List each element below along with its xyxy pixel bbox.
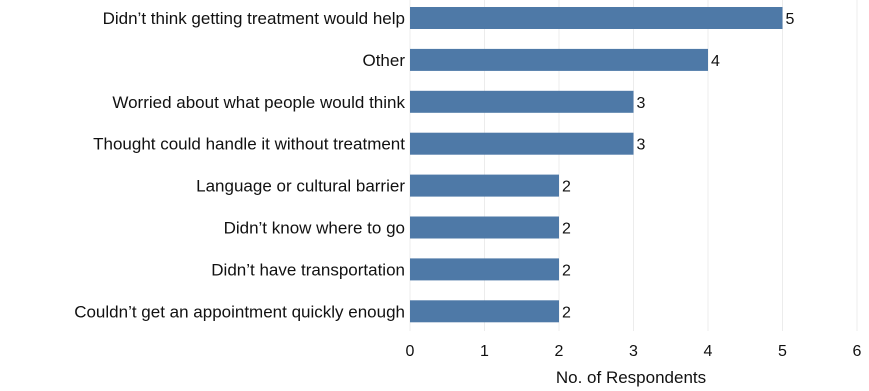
bar xyxy=(410,174,559,197)
category-label: Didn’t think getting treatment would hel… xyxy=(103,9,405,28)
bars xyxy=(410,7,783,323)
bar xyxy=(410,300,559,323)
category-labels: Didn’t think getting treatment would hel… xyxy=(74,9,405,321)
category-label: Other xyxy=(362,51,405,70)
bar xyxy=(410,48,708,71)
category-label: Language or cultural barrier xyxy=(196,177,405,196)
category-label: Didn’t know where to go xyxy=(224,219,405,238)
bar-value-label: 4 xyxy=(711,53,720,70)
bar-value-label: 2 xyxy=(562,221,571,238)
x-tick-label: 6 xyxy=(853,343,862,360)
category-label: Worried about what people would think xyxy=(112,93,405,112)
category-label: Thought could handle it without treatmen… xyxy=(93,135,405,154)
bar-value-label: 2 xyxy=(562,179,571,196)
x-tick-label: 4 xyxy=(704,343,713,360)
bar xyxy=(410,7,783,29)
bar-value-label: 5 xyxy=(786,11,795,28)
bar-value-label: 3 xyxy=(637,95,646,112)
bar-value-label: 3 xyxy=(637,137,646,154)
bar xyxy=(410,132,634,155)
x-tick-label: 3 xyxy=(629,343,638,360)
x-tick-label: 5 xyxy=(778,343,787,360)
x-tick-label: 1 xyxy=(480,343,489,360)
x-tick-label: 0 xyxy=(406,343,415,360)
x-axis-ticks: 0 1 2 3 4 5 6 xyxy=(406,343,862,360)
x-tick-label: 2 xyxy=(555,343,564,360)
category-label: Couldn’t get an appointment quickly enou… xyxy=(74,302,405,321)
data-labels: 5 4 3 3 2 2 2 2 xyxy=(562,11,795,321)
bar-value-label: 2 xyxy=(562,262,571,279)
bar-value-label: 2 xyxy=(562,304,571,321)
bar xyxy=(410,258,559,281)
bar xyxy=(410,216,559,239)
x-axis-title: No. of Respondents xyxy=(556,368,706,387)
bar xyxy=(410,90,634,113)
category-label: Didn’t have transportation xyxy=(211,260,405,279)
